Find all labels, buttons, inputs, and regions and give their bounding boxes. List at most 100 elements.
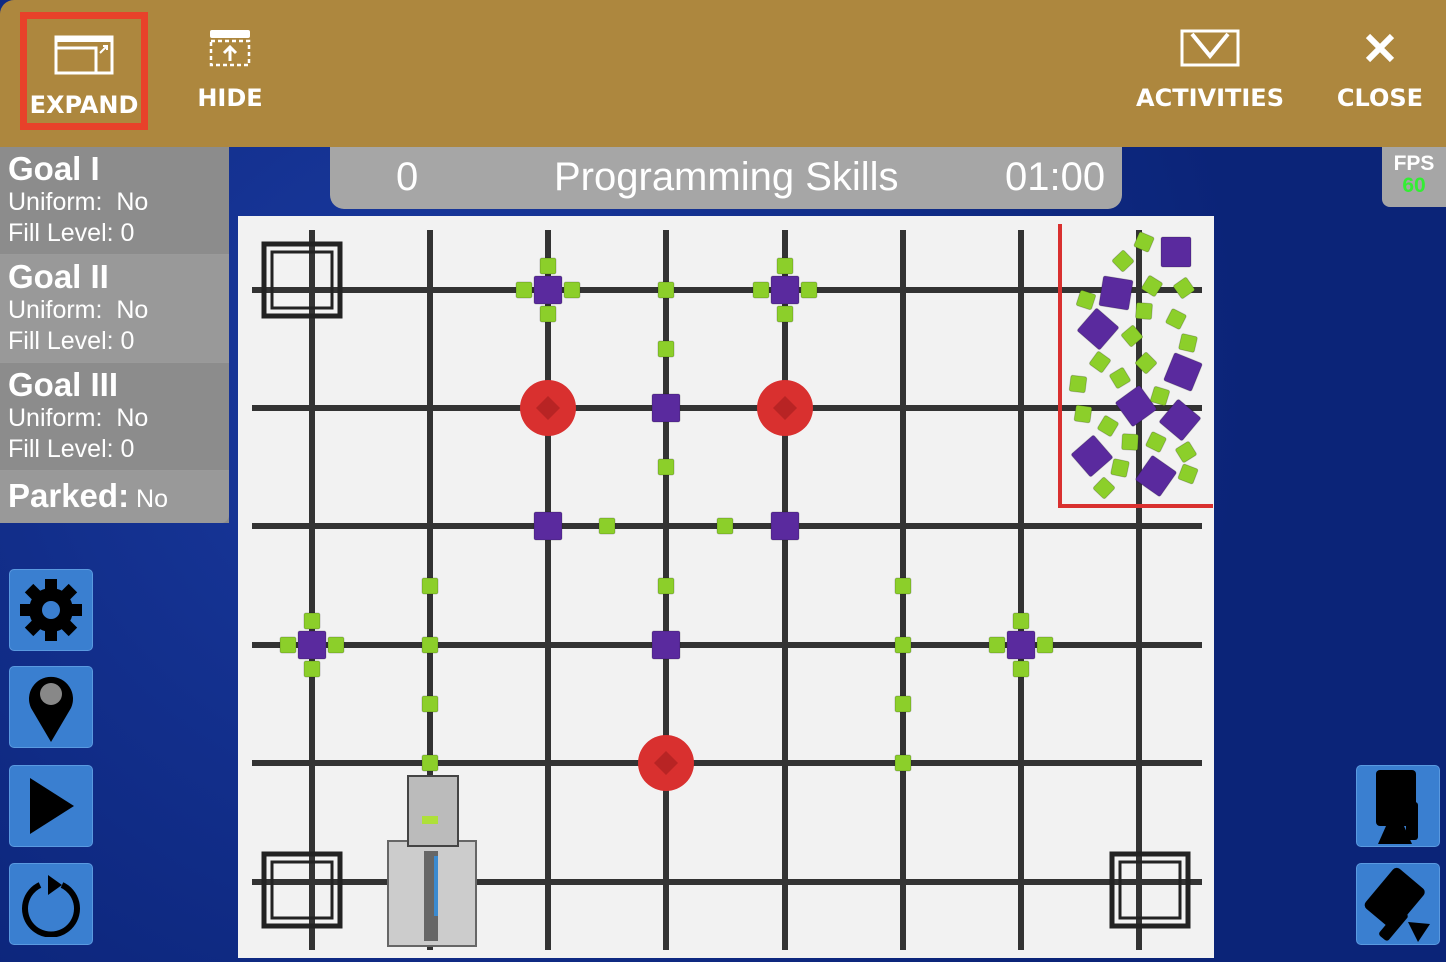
hide-button[interactable]: HIDE [190, 12, 270, 130]
close-button[interactable]: CLOSE [1335, 12, 1425, 130]
fps-counter: FPS 60 [1382, 147, 1446, 207]
goal-status: Goal I Uniform: No Fill Level: 0 [0, 147, 229, 255]
green-cube [563, 281, 581, 299]
settings-button[interactable] [9, 569, 93, 651]
goal-title: Goal II [8, 258, 109, 295]
purple-cube [770, 275, 800, 305]
green-cube [1068, 374, 1088, 394]
field-line [1136, 230, 1142, 950]
activities-icon [1180, 29, 1240, 67]
green-cube [1135, 302, 1153, 320]
field-line [252, 287, 1202, 293]
top-camera-button[interactable] [1356, 765, 1440, 847]
green-cube [657, 340, 675, 358]
green-cube [327, 636, 345, 654]
parked-label: Parked: [8, 477, 130, 514]
green-cube [1089, 351, 1111, 373]
green-cube [1012, 660, 1030, 678]
green-cube [657, 577, 675, 595]
robot [387, 775, 477, 947]
reset-button[interactable] [9, 863, 93, 945]
parked-value: No [136, 485, 168, 513]
uniform-label: Uniform: [8, 404, 103, 432]
map-pin-icon [28, 676, 73, 742]
activities-button[interactable]: ACTIVITIES [1136, 12, 1284, 130]
green-cube [894, 754, 912, 772]
green-cube [1173, 277, 1195, 299]
field-line [252, 642, 1202, 648]
purple-cube [1163, 352, 1203, 392]
fps-label: FPS [1393, 152, 1435, 175]
green-cube [776, 257, 794, 275]
angle-camera-button[interactable] [1356, 863, 1440, 945]
green-cube [1135, 352, 1157, 374]
fill-value: 0 [120, 435, 135, 463]
green-cube [776, 305, 794, 323]
green-cube [1121, 325, 1143, 347]
green-cube [1121, 433, 1139, 451]
start-zone [261, 851, 343, 929]
field-line [309, 230, 315, 950]
score-points: 0 [396, 155, 419, 199]
green-cube [1165, 308, 1187, 330]
game-field [238, 216, 1214, 958]
purple-cube [1098, 275, 1134, 311]
field-line [545, 230, 551, 950]
fill-label: Fill Level: [8, 327, 114, 355]
start-zone [261, 241, 343, 319]
purple-cube [651, 393, 681, 423]
green-cube [894, 636, 912, 654]
green-cube [1093, 477, 1115, 499]
green-cube [657, 281, 675, 299]
field-line [252, 760, 1202, 766]
green-cube [988, 636, 1006, 654]
green-cube [1177, 463, 1199, 485]
start-zone [270, 860, 334, 920]
parked-status: Parked: No [0, 471, 229, 523]
green-cube [539, 257, 557, 275]
green-cube [421, 577, 439, 595]
green-cube [1075, 289, 1097, 311]
goal [773, 396, 797, 420]
fill-value: 0 [120, 219, 135, 247]
uniform-value: No [116, 404, 149, 432]
close-label: CLOSE [1336, 84, 1424, 112]
hide-icon [209, 30, 251, 67]
goal [536, 396, 560, 420]
purple-cube [1077, 308, 1119, 350]
green-cube [1150, 386, 1170, 406]
green-cube [515, 281, 533, 299]
green-cube [657, 458, 675, 476]
green-cube [752, 281, 770, 299]
green-cube [1178, 333, 1198, 353]
purple-cube [533, 511, 563, 541]
purple-cube [297, 630, 327, 660]
purple-cube [1115, 385, 1157, 427]
scoring-zone-line [1058, 224, 1213, 508]
expand-button[interactable]: EXPAND [20, 12, 148, 130]
purple-cube [1071, 435, 1113, 477]
purple-cube [651, 630, 681, 660]
activities-label: ACTIVITIES [1136, 84, 1284, 112]
green-cube [1109, 367, 1131, 389]
position-button[interactable] [9, 666, 93, 748]
green-cube [421, 754, 439, 772]
green-cube [1175, 441, 1197, 463]
green-cube [539, 305, 557, 323]
camera-angle-icon [1364, 867, 1430, 942]
uniform-value: No [116, 296, 149, 324]
green-cube [421, 695, 439, 713]
field-line [1018, 230, 1024, 950]
goal-title: Goal I [8, 150, 100, 187]
field-line [252, 405, 1202, 411]
uniform-value: No [116, 188, 149, 216]
goal-status: Goal III Uniform: No Fill Level: 0 [0, 363, 229, 471]
play-icon [30, 778, 74, 834]
field-line [782, 230, 788, 950]
purple-cube [770, 511, 800, 541]
start-zone [270, 250, 334, 310]
expand-icon [54, 35, 114, 75]
camera-top-icon [1376, 770, 1418, 844]
score-bar: 0 Programming Skills 01:00 [330, 147, 1122, 209]
play-button[interactable] [9, 765, 93, 847]
